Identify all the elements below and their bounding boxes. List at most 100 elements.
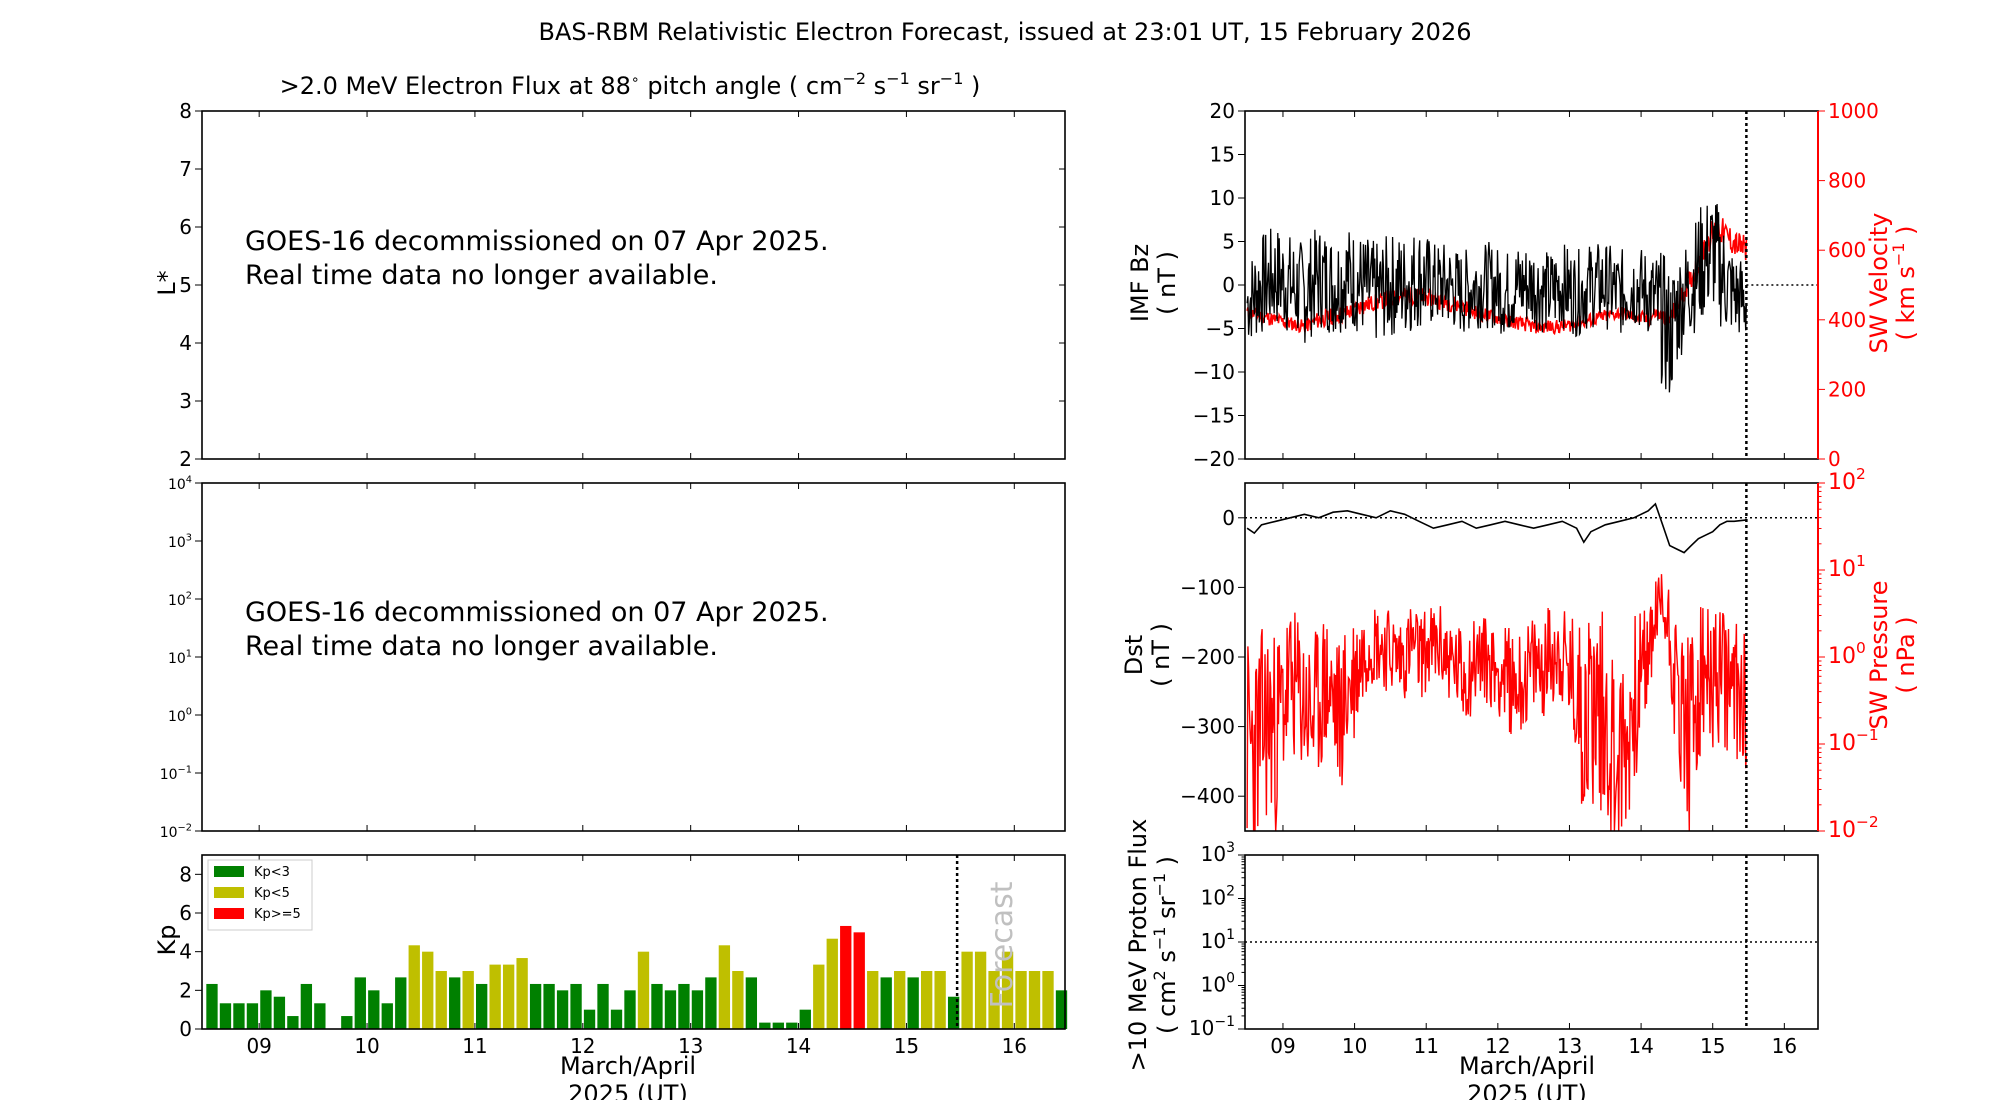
kp-bar [1028, 971, 1041, 1029]
kp-bar [341, 1016, 353, 1029]
y-tick-label: 600 [1828, 238, 1866, 262]
x-tick-label: 13 [1557, 1034, 1582, 1058]
y-tick-label: −200 [1180, 645, 1235, 669]
electron-flux-panel-title: >2.0 MeV Electron Flux at 88∘ pitch angl… [280, 69, 981, 100]
y-tick-label: 8 [179, 99, 192, 123]
y-tick-label: 15 [1210, 143, 1235, 167]
y-tick-label: 10−2 [160, 823, 192, 841]
y-tick-label: 102 [168, 591, 192, 609]
proton-axis-label-line2: ( cm2 s−1 sr−1 ) [1150, 856, 1181, 1034]
y-tick-label: 103 [1201, 840, 1235, 866]
kp-bar [449, 977, 461, 1029]
kp-bar [651, 983, 663, 1029]
kp-bar [826, 938, 838, 1029]
kp-bar [880, 977, 892, 1029]
kp-bar [853, 932, 865, 1029]
kp-bar [934, 971, 946, 1029]
x-tick-label: 09 [246, 1034, 271, 1058]
kp-panel: Forecast 0 2 4 6 8 09 10 11 12 13 14 15 16 Kp Kp<3 … [153, 855, 1068, 1100]
kp-bar [786, 1022, 798, 1029]
kp-bar [961, 951, 973, 1029]
y-tick-label: 101 [1828, 552, 1866, 582]
legend-swatch-kp-high [214, 908, 244, 919]
decommission-message-line1: GOES-16 decommissioned on 07 Apr 2025. [245, 226, 829, 257]
x-tick-label: 12 [570, 1034, 595, 1058]
kp-bar [894, 971, 906, 1029]
legend-label-kp-mid: Kp<5 [254, 886, 290, 901]
kp-bar [920, 971, 933, 1029]
kp-bar [813, 964, 825, 1029]
sw-velocity-axis-label-line1: SW Velocity [1865, 213, 1893, 354]
x-tick-label: 14 [786, 1034, 811, 1058]
y-tick-label: 8 [179, 862, 192, 886]
kp-bar [624, 990, 636, 1029]
x-axis-label-line2: 2025 (UT) [568, 1080, 688, 1100]
imf-bz-axis-label-line2: ( nT ) [1153, 251, 1181, 315]
legend-swatch-kp-mid [214, 887, 244, 898]
kp-bar [462, 971, 474, 1029]
kp-bar [287, 1016, 299, 1029]
imf-bz-axis-label-line1: IMF Bz [1126, 244, 1154, 322]
panel-frame [201, 482, 1066, 832]
dst-axis-label-line1: Dst [1120, 635, 1148, 675]
decommission-message-line2: Real time data no longer available. [245, 631, 718, 662]
y-tick-label: 4 [179, 940, 192, 964]
kp-bar [219, 1003, 232, 1029]
kp-bar [637, 951, 650, 1029]
kp-bar [489, 964, 501, 1029]
kp-bar [867, 971, 879, 1029]
kp-bar [799, 1009, 811, 1029]
panel-frame [1244, 854, 1819, 1030]
y-tick-label: 6 [179, 901, 192, 925]
kp-bar [476, 983, 488, 1029]
kp-bar [705, 977, 717, 1029]
x-axis-label-line1: March/April [1459, 1052, 1595, 1080]
kp-bar [664, 990, 677, 1029]
kp-bar [233, 1003, 245, 1029]
y-tick-label: −400 [1180, 784, 1235, 808]
kp-legend: Kp<3 Kp<5 Kp>=5 [207, 859, 313, 931]
kp-bar [368, 990, 380, 1029]
x-axis-label-line2: 2025 (UT) [1467, 1080, 1587, 1100]
lstar-axis-label: L* [153, 270, 181, 295]
kp-bar [691, 990, 704, 1029]
x-tick-label: 10 [354, 1034, 379, 1058]
kp-bar [570, 983, 582, 1029]
kp-bar [422, 951, 434, 1029]
y-tick-label: 100 [168, 707, 192, 725]
imf-bz-sw-velocity-panel: −20 −15 −10 −5 0 5 10 15 20 0 200 400 600 800 1000 IM… [1126, 99, 1920, 471]
kp-bar [1001, 951, 1014, 1029]
y-tick-label: 800 [1828, 169, 1866, 193]
kp-bar [772, 1022, 784, 1029]
kp-bar [1055, 990, 1068, 1029]
kp-axis-label: Kp [153, 925, 181, 956]
dst-line [1246, 502, 1747, 554]
kp-bar [556, 990, 569, 1029]
kp-bar [1042, 971, 1054, 1029]
y-tick-label: 0 [1222, 273, 1235, 297]
y-tick-label: 10−1 [160, 765, 192, 783]
y-tick-label: 0 [1222, 506, 1235, 530]
decommission-message-line2: Real time data no longer available. [245, 260, 718, 291]
legend-swatch-kp-low [214, 866, 244, 877]
x-tick-label: 16 [1772, 1034, 1797, 1058]
sw-pressure-axis-label-line1: SW Pressure [1865, 580, 1893, 729]
y-tick-label: 10−2 [1828, 813, 1879, 843]
y-tick-label: 6 [179, 215, 192, 239]
y-tick-label: 7 [179, 157, 192, 181]
y-tick-label: 1000 [1828, 99, 1879, 123]
figure-title: BAS-RBM Relativistic Electron Forecast, … [539, 18, 1472, 46]
x-tick-label: 13 [678, 1034, 703, 1058]
y-tick-label: 2 [179, 978, 192, 1002]
y-tick-label: 4 [179, 331, 192, 355]
panel-frame [201, 110, 1066, 460]
kp-bar [314, 1003, 326, 1029]
forecast-label: Forecast [985, 881, 1020, 1008]
electron-flux-lstar-panel: >2.0 MeV Electron Flux at 88∘ pitch angl… [153, 69, 1065, 471]
legend-label-kp-high: Kp>=5 [254, 907, 301, 922]
kp-bar [583, 1009, 596, 1029]
proton-flux-panel: 10−1 100 101 102 103 09 10 11 12 13 14 15 16 >10 Me… [1124, 819, 1818, 1100]
proton-axis-label-line1: >10 MeV Proton Flux [1124, 819, 1152, 1072]
x-tick-label: 12 [1485, 1034, 1510, 1058]
